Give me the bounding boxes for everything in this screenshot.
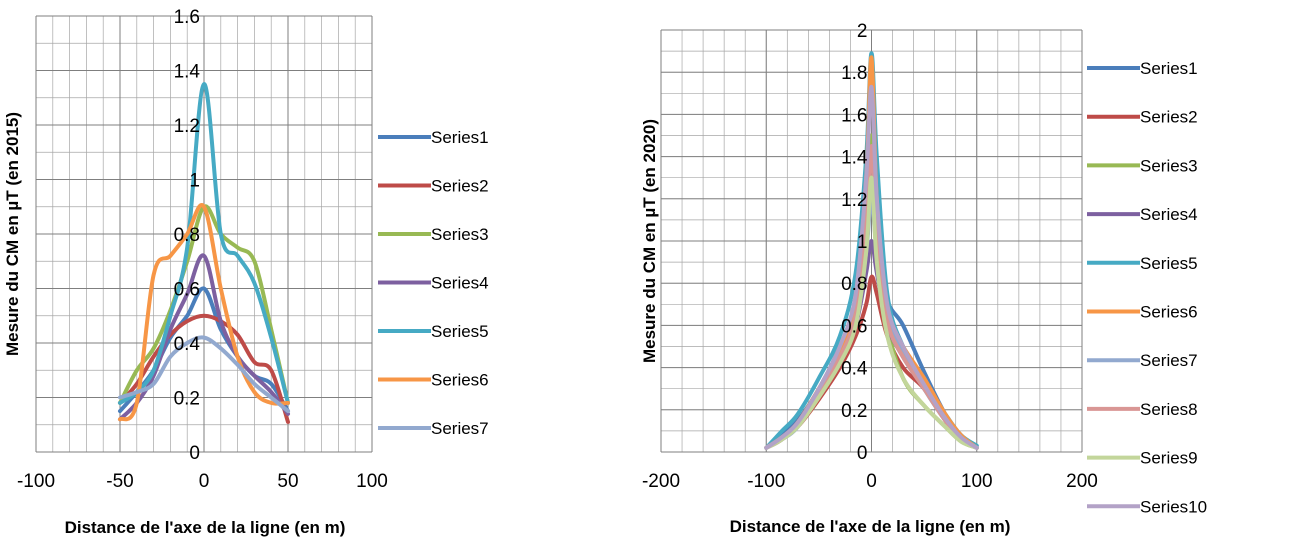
legend-label: Series6	[431, 371, 489, 390]
x-tick-label: 0	[866, 471, 877, 492]
x-tick-label: 50	[277, 471, 298, 492]
legend-label: Series5	[431, 322, 489, 341]
x-tick-label: -200	[642, 471, 680, 492]
y-tick-label: 0	[857, 443, 868, 464]
legend-label: Series6	[1140, 303, 1198, 322]
y-tick-label: 1.2	[841, 190, 867, 211]
legend-label: Series9	[1140, 449, 1198, 468]
y-tick-label: 1.6	[841, 105, 867, 126]
series-line-series2	[118, 313, 290, 424]
y-tick-label: 0.6	[174, 280, 200, 301]
y-axis-title: Mesure du CM en µT (en 2015)	[3, 112, 22, 356]
series-line-series4	[118, 253, 290, 422]
y-tick-label: 0.6	[841, 316, 867, 337]
legend-label: Series5	[1140, 254, 1198, 273]
series-line-series5	[118, 82, 290, 405]
x-tick-label: 0	[199, 471, 210, 492]
y-tick-label: 1	[189, 171, 200, 192]
grid	[35, 15, 373, 453]
legend-label: Series7	[431, 419, 489, 438]
series-line-series10	[764, 84, 979, 450]
y-tick-label: 0.8	[841, 274, 867, 295]
series-line-series9	[764, 175, 979, 450]
x-tick-label: -50	[106, 471, 133, 492]
legend-label: Series7	[1140, 351, 1198, 370]
y-tick-label: 0.2	[174, 389, 200, 410]
y-tick-label: 1.4	[174, 62, 201, 83]
legend-label: Series8	[1140, 400, 1198, 419]
y-tick-label: 2	[857, 21, 868, 42]
legend-label: Series2	[1140, 108, 1198, 127]
y-tick-label: 0.8	[174, 225, 200, 246]
y-tick-label: 0.2	[841, 401, 867, 422]
series-line-series6	[118, 203, 290, 422]
legend-label: Series2	[431, 177, 489, 196]
x-tick-label: 100	[356, 471, 388, 492]
legend-label: Series1	[431, 128, 489, 147]
y-tick-label: 0.4	[174, 334, 201, 355]
y-axis-title: Mesure du CM en µT (en 2020)	[640, 119, 659, 363]
y-tick-label: 1.8	[841, 63, 867, 84]
series-line-series7	[118, 335, 290, 414]
y-tick-label: 1	[857, 232, 868, 253]
y-tick-label: 1.4	[841, 148, 868, 169]
legend-label: Series4	[431, 274, 489, 293]
legend-label: Series3	[1140, 156, 1198, 175]
series-lines	[118, 82, 290, 424]
x-axis-title: Distance de l'axe de la ligne (en m)	[65, 518, 346, 537]
y-tick-label: 0.4	[841, 359, 868, 380]
y-tick-label: 1.6	[174, 7, 200, 28]
y-tick-label: 0	[189, 443, 200, 464]
legend: Series1 Series2 Series3 Series4 Series5 Serie…	[1087, 59, 1207, 516]
x-tick-label: -100	[17, 471, 55, 492]
legend-label: Series1	[1140, 59, 1198, 78]
legend-label: Series10	[1140, 497, 1207, 516]
y-tick-label: 1.2	[174, 116, 200, 137]
x-tick-label: -100	[747, 471, 785, 492]
legend-label: Series3	[431, 225, 489, 244]
legend: Series1 Series2 Series3 Series4 Series5 Serie…	[378, 128, 489, 438]
legend-label: Series4	[1140, 205, 1198, 224]
chart-2015: 0 0.2 0.4 0.6 0.8 1 1.2 1.4 1.6 -100 -50 0 50 100 Dist…	[3, 7, 489, 537]
x-axis-title: Distance de l'axe de la ligne (en m)	[730, 517, 1011, 536]
x-tick-label: 200	[1066, 471, 1098, 492]
series-lines	[764, 51, 979, 450]
x-tick-label: 100	[961, 471, 993, 492]
chart-2020: 0 0.2 0.4 0.6 0.8 1 1.2 1.4 1.6 1.8 2 -200 -100 0 100 2…	[640, 21, 1207, 536]
